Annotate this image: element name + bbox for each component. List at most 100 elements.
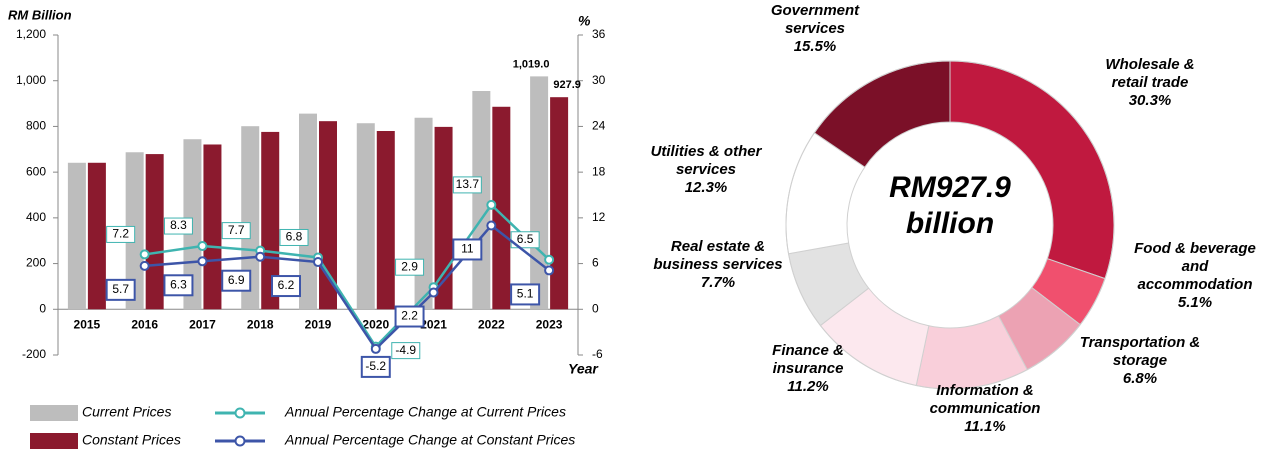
line-value-label-text: 8.3 xyxy=(170,218,187,232)
line-value-label-box xyxy=(105,278,136,301)
y-tick-label: -200 xyxy=(22,347,46,361)
line-marker xyxy=(139,260,150,271)
bar xyxy=(472,91,491,310)
donut-label: Food & beverage and accommodation xyxy=(1134,240,1256,293)
legend-marker xyxy=(234,407,246,419)
y-tick-label: 0 xyxy=(39,301,46,315)
donut-label: Real estate & business services xyxy=(653,238,783,273)
line-marker xyxy=(313,257,323,268)
line-value-label-text: 2.2 xyxy=(401,309,418,323)
x-tick-label: 2022 xyxy=(478,317,505,331)
line-value-label-box xyxy=(360,355,391,378)
y-tick-label: 1,200 xyxy=(16,27,46,41)
bar xyxy=(414,117,433,310)
legend-marker xyxy=(234,435,246,447)
bar xyxy=(356,123,375,310)
donut-label: Transportation & storage xyxy=(1079,334,1201,369)
bar xyxy=(550,97,569,310)
x-tick-label: 2023 xyxy=(536,317,563,331)
donut-value-label: 30.3% xyxy=(1128,92,1172,109)
line-value-label: -4.9 xyxy=(391,342,421,360)
line-value-label: 2.2 xyxy=(394,305,425,328)
line-marker xyxy=(544,254,555,265)
y-tick-label: 400 xyxy=(26,210,46,224)
y-tick-label: 800 xyxy=(26,119,46,133)
line-marker xyxy=(255,251,266,262)
line-marker xyxy=(544,265,555,276)
bar xyxy=(319,121,337,310)
line-value-label: 7.7 xyxy=(221,222,251,240)
x-tick-label: 2019 xyxy=(305,317,332,331)
line-value-label-text: 11 xyxy=(461,242,474,256)
y-tick-label: 200 xyxy=(26,256,46,270)
line-marker xyxy=(428,287,439,298)
legend-label: Annual Percentage Change at Current Pric… xyxy=(284,404,566,420)
y2-tick-label: 18 xyxy=(592,164,606,178)
legend-label: Constant Prices xyxy=(82,432,181,448)
y2-tick-label: 12 xyxy=(592,210,606,224)
line-value-label: -5.2 xyxy=(360,355,391,378)
donut-outline xyxy=(785,60,1115,390)
donut-value-label: 5.1% xyxy=(1177,294,1213,311)
line-value-label-text: 2.9 xyxy=(401,259,418,273)
y2-axis-label: % xyxy=(578,13,591,29)
line-value-label: 5.1 xyxy=(510,283,541,306)
line xyxy=(144,203,550,349)
y2-tick-label: -6 xyxy=(592,347,603,361)
donut-label: Wholesale & retail trade xyxy=(1105,56,1195,91)
bar xyxy=(530,76,549,310)
y2-tick-label: 24 xyxy=(592,119,606,133)
bar xyxy=(67,162,86,310)
bar-value-label: 927.9 xyxy=(553,79,581,91)
line-value-label-box xyxy=(221,269,252,292)
donut-value-label: 15.5% xyxy=(793,38,837,55)
line-value-label: 7.2 xyxy=(106,225,136,243)
x-tick-label: 2015 xyxy=(74,317,101,331)
bar xyxy=(203,144,222,310)
x-tick-label: 2017 xyxy=(189,317,216,331)
line-value-label-box xyxy=(279,228,309,246)
line-value-label-text: 6.3 xyxy=(170,277,187,291)
donut-value-label: 7.7% xyxy=(700,274,736,291)
x-tick-label: 2016 xyxy=(131,317,158,331)
line-marker xyxy=(139,249,150,260)
line-value-label: 5.7 xyxy=(105,278,136,301)
bar xyxy=(241,126,260,310)
bar xyxy=(376,131,395,310)
line-value-label-text: 6.2 xyxy=(278,278,295,292)
line-value-label-text: 13.7 xyxy=(456,177,480,191)
line-value-label-text: 5.1 xyxy=(517,287,534,301)
line-value-label-box xyxy=(271,275,301,298)
line-marker xyxy=(370,343,381,354)
line-marker xyxy=(197,256,208,267)
bar xyxy=(145,154,164,310)
line-value-label-text: -5.2 xyxy=(365,359,386,373)
legend-swatch xyxy=(30,433,78,449)
line-value-label: 6.9 xyxy=(221,269,252,292)
line-value-label-box xyxy=(452,176,482,194)
donut-value-label: 6.8% xyxy=(1122,370,1158,387)
x-axis-label: Year xyxy=(568,361,599,377)
line-marker xyxy=(486,220,497,231)
bar xyxy=(299,113,317,310)
line-value-label-box xyxy=(510,283,541,306)
line-marker xyxy=(197,241,208,252)
line-value-label: 2.9 xyxy=(395,258,425,276)
legend-swatch xyxy=(30,405,78,421)
y2-tick-label: 36 xyxy=(592,27,606,41)
line-value-label-box xyxy=(395,258,425,276)
donut-label: Government services xyxy=(770,2,860,37)
donut-value-label: 11.2% xyxy=(787,378,829,395)
line-value-label-text: 6.5 xyxy=(517,232,534,246)
line xyxy=(144,223,550,351)
y-tick-label: 600 xyxy=(26,164,46,178)
bar-value-label: 1,019.0 xyxy=(513,58,550,70)
line-value-label-box xyxy=(452,238,483,261)
line-value-label-text: 6.9 xyxy=(228,273,245,287)
donut-value-label: 12.3% xyxy=(684,179,728,196)
legend-label: Annual Percentage Change at Constant Pri… xyxy=(284,432,575,448)
line-marker xyxy=(486,199,497,210)
y2-tick-label: 6 xyxy=(592,256,599,270)
x-tick-label: 2018 xyxy=(247,317,274,331)
